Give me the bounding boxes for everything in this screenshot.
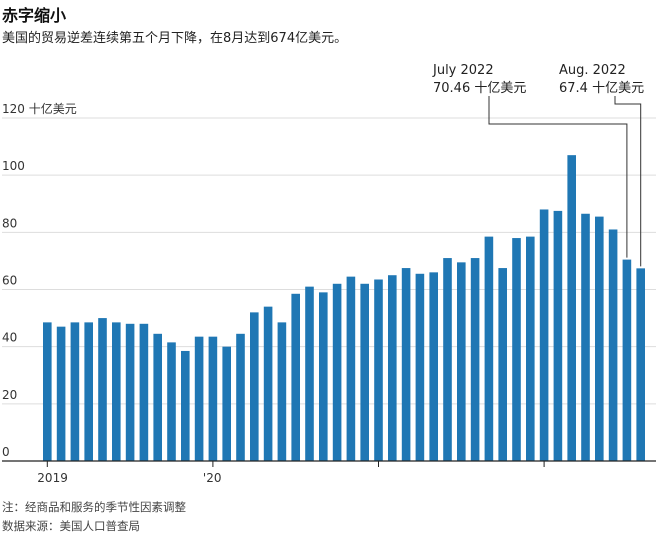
annotation-value: 67.4 十亿美元 bbox=[559, 81, 644, 96]
bar bbox=[153, 333, 162, 461]
bar bbox=[498, 268, 507, 461]
x-axis: 2019 '20 bbox=[2, 460, 656, 485]
bar bbox=[43, 322, 52, 461]
y-tick-label: 60 bbox=[2, 274, 17, 288]
y-tick-label: 120 十亿美元 bbox=[2, 101, 77, 116]
bar bbox=[470, 258, 480, 461]
bar bbox=[512, 238, 521, 461]
y-axis-labels: 0 20 40 60 80 100 120 十亿美元 bbox=[2, 101, 77, 459]
annotation-leader-line bbox=[488, 96, 628, 258]
annotation-date: July 2022 bbox=[432, 63, 494, 78]
bar bbox=[112, 322, 121, 461]
bar bbox=[443, 258, 452, 461]
y-tick-label: 20 bbox=[2, 388, 17, 402]
bars bbox=[43, 155, 645, 462]
bar bbox=[636, 268, 645, 461]
bar bbox=[305, 286, 314, 461]
chart-title: 赤字缩小 bbox=[2, 6, 67, 25]
bar bbox=[567, 155, 576, 462]
bar bbox=[84, 322, 93, 461]
y-tick-label: 0 bbox=[2, 445, 10, 459]
bar bbox=[457, 262, 466, 461]
bar bbox=[125, 323, 135, 461]
bar bbox=[388, 275, 397, 461]
bar bbox=[581, 213, 590, 461]
bar bbox=[56, 326, 66, 461]
bar bbox=[401, 268, 411, 461]
bar bbox=[429, 272, 438, 461]
y-tick-label: 40 bbox=[2, 331, 17, 345]
chart-subtitle: 美国的贸易逆差连续第五个月下降，在8月达到674亿美元。 bbox=[2, 31, 348, 46]
x-tick-label: 2019 bbox=[37, 471, 68, 485]
bar bbox=[263, 306, 273, 461]
bar bbox=[236, 333, 245, 461]
bar bbox=[70, 322, 80, 461]
bar bbox=[222, 346, 231, 461]
bar bbox=[415, 273, 425, 461]
y-tick-label: 100 bbox=[2, 159, 25, 173]
bar bbox=[539, 209, 549, 461]
annotation-date: Aug. 2022 bbox=[559, 63, 626, 78]
bar bbox=[277, 322, 287, 461]
bar bbox=[622, 259, 632, 461]
bar bbox=[181, 350, 190, 461]
bar bbox=[291, 293, 300, 461]
bar bbox=[167, 342, 176, 461]
footnote: 注：经商品和服务的季节性因素调整 bbox=[2, 500, 186, 514]
bar bbox=[360, 283, 369, 461]
bar bbox=[346, 276, 356, 461]
bar bbox=[595, 216, 604, 461]
x-tick-label: '20 bbox=[203, 471, 222, 485]
bar bbox=[250, 312, 259, 461]
annotations: July 2022 70.46 十亿美元 Aug. 2022 67.4 十亿美元 bbox=[432, 63, 644, 267]
y-tick-label: 80 bbox=[2, 216, 17, 230]
bar bbox=[194, 336, 204, 461]
annotation-leader-line bbox=[614, 96, 642, 267]
bar bbox=[526, 236, 535, 461]
bar bbox=[553, 210, 563, 461]
bar bbox=[374, 279, 383, 461]
bar bbox=[139, 323, 149, 461]
data-source: 数据来源：美国人口普查局 bbox=[2, 519, 140, 533]
annotation-value: 70.46 十亿美元 bbox=[433, 81, 526, 96]
bar bbox=[484, 236, 494, 461]
bar bbox=[208, 336, 218, 461]
bar bbox=[608, 229, 618, 461]
bar bbox=[98, 318, 107, 461]
bar bbox=[332, 283, 342, 461]
bar bbox=[319, 292, 328, 461]
